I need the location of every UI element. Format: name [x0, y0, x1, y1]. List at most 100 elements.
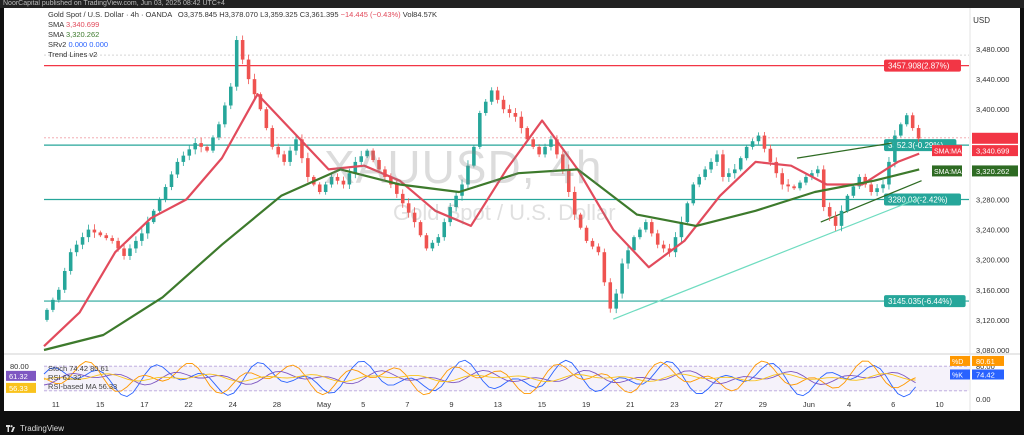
candle-body: [246, 59, 251, 80]
candle-body: [531, 139, 535, 147]
x-tick-label: 27: [714, 400, 722, 409]
candle-body: [157, 199, 162, 211]
candle-body: [638, 229, 642, 238]
osc-tag-value-bg: [972, 355, 1004, 366]
osc-tag-name-bg: [950, 369, 970, 380]
candle-body: [276, 146, 280, 155]
candle-body: [181, 155, 186, 162]
candle-body: [501, 99, 506, 110]
candle-body: [329, 176, 334, 185]
candle-body: [140, 233, 144, 241]
candle-body: [661, 244, 666, 249]
x-tick-label: 15: [538, 400, 546, 409]
candle-body: [899, 124, 903, 136]
candle-body: [229, 86, 233, 106]
price-tag-value-bg: [972, 145, 1018, 157]
x-tick-label: 13: [494, 400, 502, 409]
candle-body: [679, 222, 684, 238]
y-tick-label: 3,440.000: [976, 75, 1009, 84]
legend-trend-row[interactable]: Trend Lines v2: [48, 50, 437, 60]
legend-sma2-label: SMA: [48, 30, 64, 39]
candle-body: [715, 154, 719, 162]
osc-band: [44, 366, 969, 391]
rsi-left-tag: 56.33: [9, 384, 28, 393]
candle-body: [632, 237, 636, 251]
level-tag: [884, 193, 961, 206]
candle-body: [448, 207, 452, 223]
candle-body: [377, 160, 381, 170]
footer-brand: TradingView: [20, 424, 65, 433]
legend-srv2-row[interactable]: SRv2 0.000 0.000: [48, 40, 437, 50]
candle-body: [525, 128, 530, 140]
candle-body: [703, 169, 707, 177]
candle-body: [507, 109, 512, 113]
x-tick-label: 29: [759, 400, 767, 409]
osc-series-line: [43, 360, 916, 396]
candle-body: [750, 141, 755, 147]
x-tick-label: 19: [582, 400, 590, 409]
legend-sma2-value: 3,320.262: [65, 30, 100, 39]
chart-legend: Gold Spot / U.S. Dollar · 4h · OANDA O3,…: [48, 10, 437, 60]
x-tick-label: 22: [184, 400, 192, 409]
candle-body: [68, 252, 73, 271]
trend-line: [613, 196, 922, 320]
candle-body: [383, 169, 387, 177]
candle-body: [62, 271, 67, 290]
watermark-name: Gold Spot / U.S. Dollar: [393, 200, 616, 225]
candle-body: [282, 154, 286, 162]
candle-body: [566, 169, 571, 192]
rsi-left-tag-bg: [6, 382, 36, 393]
candle-body: [816, 169, 820, 174]
price-tag-label: SMA:MA: [934, 149, 962, 156]
currency-label[interactable]: USD: [973, 16, 990, 25]
candle-body: [887, 161, 891, 185]
x-tick-label: 15: [96, 400, 104, 409]
level-tag: [884, 59, 961, 72]
osc-left-80-label: 80.00: [10, 362, 29, 371]
candle-body: [537, 146, 541, 155]
candle-body: [294, 139, 298, 151]
candle-body: [223, 105, 227, 125]
candle-body: [74, 244, 79, 253]
candle-body: [288, 150, 292, 162]
candle-body: [821, 169, 826, 208]
candle-body: [371, 150, 375, 161]
candle-body: [691, 184, 696, 204]
candle-body: [389, 176, 393, 185]
sma-line: [43, 93, 920, 347]
candle-body: [110, 238, 114, 241]
candle-body: [786, 184, 790, 187]
y-tick-label: 3,080.000: [976, 346, 1009, 355]
candle-body: [264, 109, 269, 129]
x-tick-label: 24: [229, 400, 237, 409]
candle-body: [513, 113, 518, 117]
osc-series-line: [43, 373, 916, 383]
price-tag-value: 3,320.262: [976, 167, 1009, 176]
osc-y-tick-label: 80.00: [976, 362, 995, 371]
candle-body: [92, 229, 97, 233]
candle-body: [472, 146, 476, 166]
candle-body: [561, 154, 565, 170]
candle-body: [234, 40, 239, 87]
candle-body: [240, 40, 245, 60]
candle-body: [590, 240, 595, 247]
legend-sma1-row[interactable]: SMA 3,340.699: [48, 20, 437, 30]
rsi-ma-legend: RSI-based MA 56.33: [48, 382, 118, 391]
last-price-tag: [972, 132, 1018, 144]
candle-body: [128, 248, 132, 256]
x-tick-label: 10: [935, 400, 943, 409]
chart-area[interactable]: 3,080.000 3,120.000 3,160.000 3,200.000 3,24…: [4, 8, 1020, 411]
rsi-legend: RSI 61.32: [48, 373, 82, 382]
candle-body: [454, 195, 458, 208]
candle-body: [733, 169, 737, 174]
y-tick-label: 3,120.000: [976, 316, 1009, 325]
candle-body: [893, 135, 897, 162]
candle-body: [519, 116, 524, 129]
candle-body: [495, 90, 500, 100]
candle-body: [768, 148, 773, 162]
price-chart[interactable]: 3,080.000 3,120.000 3,160.000 3,200.000 3,24…: [4, 8, 1020, 411]
legend-sma2-row[interactable]: SMA 3,320.262: [48, 30, 437, 40]
level-label: 3457.908(2.87%): [888, 62, 950, 71]
candle-body: [270, 128, 275, 147]
